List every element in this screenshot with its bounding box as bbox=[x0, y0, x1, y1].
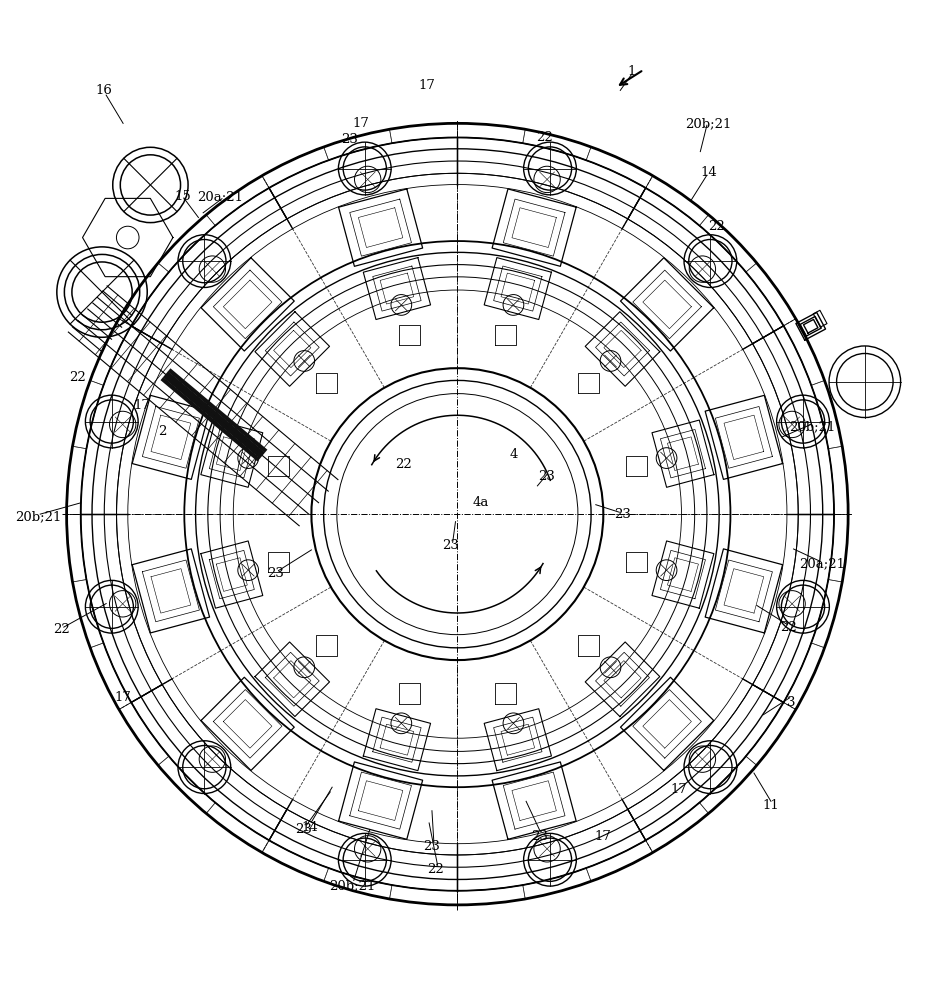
Text: 22: 22 bbox=[427, 863, 444, 876]
Text: 20b;21: 20b;21 bbox=[789, 420, 835, 433]
Text: 23: 23 bbox=[538, 470, 555, 483]
Text: 20a;21: 20a;21 bbox=[799, 558, 845, 571]
Text: 16: 16 bbox=[96, 84, 113, 97]
Text: 20a;21: 20a;21 bbox=[197, 190, 243, 203]
Text: 4: 4 bbox=[509, 448, 518, 461]
Text: 17: 17 bbox=[670, 783, 687, 796]
Text: 1: 1 bbox=[627, 65, 636, 78]
Text: 23: 23 bbox=[423, 840, 440, 853]
Text: 2: 2 bbox=[158, 425, 167, 438]
Text: 23: 23 bbox=[295, 823, 312, 836]
Text: 22: 22 bbox=[395, 458, 412, 471]
Text: 20b;21: 20b;21 bbox=[15, 510, 61, 523]
Text: 15: 15 bbox=[174, 190, 190, 203]
Text: 3: 3 bbox=[787, 696, 796, 709]
Text: 17: 17 bbox=[134, 399, 150, 412]
Text: 20b;21: 20b;21 bbox=[686, 117, 732, 130]
Text: 17: 17 bbox=[353, 117, 370, 130]
Text: 23: 23 bbox=[442, 539, 459, 552]
Circle shape bbox=[65, 121, 850, 907]
Text: 23: 23 bbox=[531, 830, 548, 843]
Text: 22: 22 bbox=[54, 623, 71, 636]
Text: 22: 22 bbox=[536, 131, 553, 144]
Text: 20b;21: 20b;21 bbox=[329, 880, 375, 893]
Text: 23: 23 bbox=[614, 508, 631, 521]
Text: 23: 23 bbox=[340, 133, 357, 146]
Text: 14: 14 bbox=[301, 821, 318, 834]
Text: 22: 22 bbox=[708, 220, 724, 233]
Text: 11: 11 bbox=[763, 799, 779, 812]
Text: 17: 17 bbox=[595, 830, 612, 843]
Text: 22: 22 bbox=[781, 621, 797, 634]
Text: 14: 14 bbox=[701, 166, 718, 179]
Text: 4a: 4a bbox=[472, 496, 489, 509]
Text: 22: 22 bbox=[70, 371, 86, 384]
Text: 17: 17 bbox=[419, 79, 436, 92]
Text: 17: 17 bbox=[115, 691, 131, 704]
Text: 23: 23 bbox=[267, 567, 284, 580]
